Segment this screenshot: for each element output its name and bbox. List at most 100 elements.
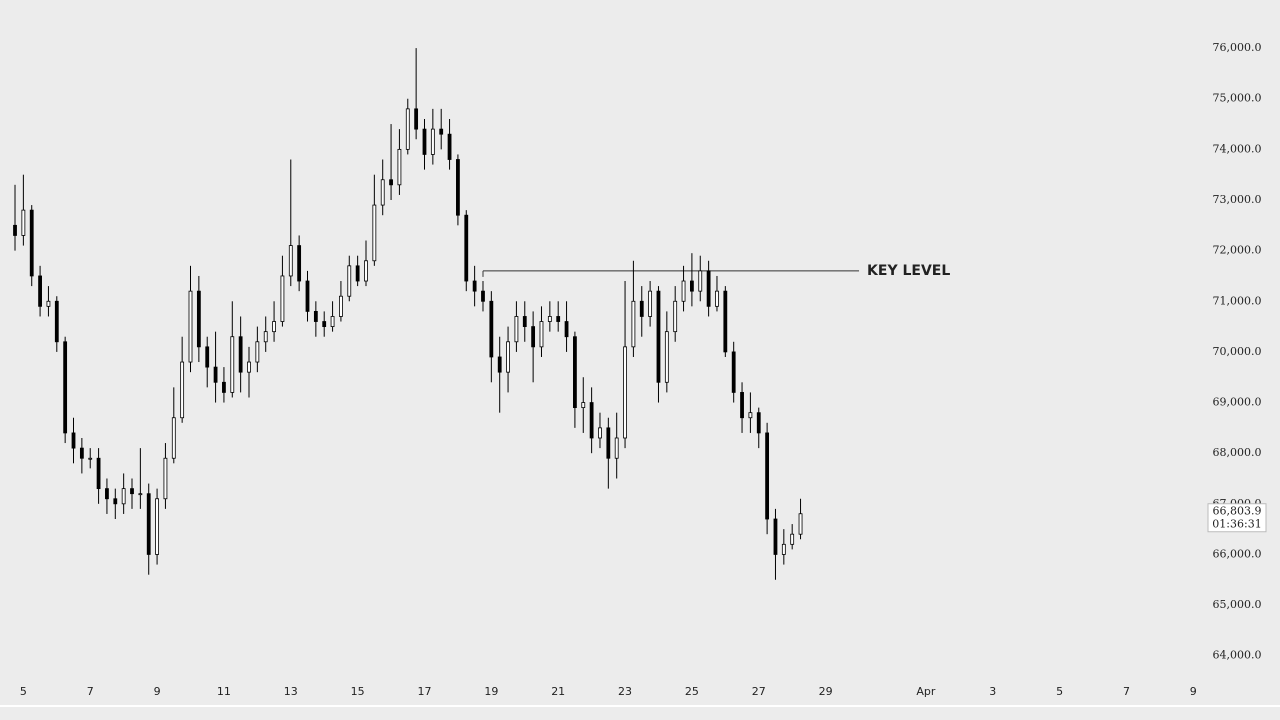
candle-body <box>723 290 728 353</box>
candle-body <box>238 336 243 373</box>
candle-body <box>163 457 168 500</box>
candle-body <box>673 300 678 333</box>
candle-body <box>506 341 510 373</box>
candle-body <box>765 432 770 520</box>
x-tick-label: 7 <box>87 685 94 698</box>
candle-body <box>389 179 393 186</box>
candle-body <box>155 498 159 555</box>
x-tick-label: 29 <box>819 685 833 698</box>
y-tick-label: 68,000.0 <box>1213 446 1262 459</box>
countdown: 01:36:31 <box>1212 518 1261 531</box>
candle-body <box>497 356 502 373</box>
candle-body <box>364 260 368 282</box>
candle-body <box>38 275 42 307</box>
candle-body <box>756 412 761 434</box>
candle-body <box>556 316 561 322</box>
candle-body <box>539 321 544 348</box>
x-tick-label: 5 <box>20 685 27 698</box>
x-tick-label: 19 <box>484 685 498 698</box>
y-tick-label: 72,000.0 <box>1213 244 1262 257</box>
candle-body <box>222 381 226 393</box>
key-level-label: KEY LEVEL <box>867 263 950 279</box>
y-tick-label: 74,000.0 <box>1213 142 1262 155</box>
candle-body <box>589 402 594 439</box>
candle-body <box>180 361 185 419</box>
candle-body <box>13 224 17 236</box>
candle-body <box>138 493 143 496</box>
y-tick-label: 64,000.0 <box>1213 649 1262 662</box>
candle-body <box>731 351 736 393</box>
x-tick-label: 9 <box>154 685 161 698</box>
y-tick-label: 73,000.0 <box>1213 193 1262 206</box>
candle-body <box>21 209 26 236</box>
candle-body <box>439 128 444 135</box>
candle-body <box>171 417 176 459</box>
price-label-box <box>1207 503 1267 533</box>
candle-body <box>255 341 260 363</box>
candle-body <box>514 316 519 343</box>
candle-body <box>598 427 602 439</box>
candle-body <box>263 331 268 343</box>
candle-body <box>648 290 653 317</box>
candle-body <box>46 300 51 307</box>
candle-body <box>631 300 636 348</box>
candle-body <box>54 300 59 343</box>
candle-body <box>305 280 310 312</box>
y-tick-label: 65,000.0 <box>1213 598 1262 611</box>
candle-body <box>272 321 276 333</box>
candle-body <box>213 366 218 383</box>
candle-body <box>339 295 343 317</box>
candle-body <box>121 488 126 505</box>
x-tick-label: 17 <box>417 685 431 698</box>
candle-body <box>414 108 419 130</box>
x-tick-label: 5 <box>1056 685 1063 698</box>
y-tick-label: 76,000.0 <box>1213 41 1262 54</box>
y-tick-label: 71,000.0 <box>1213 294 1262 307</box>
candle-body <box>706 270 711 307</box>
candle-body <box>522 316 527 327</box>
candle-body <box>748 412 753 419</box>
candle-body <box>447 133 452 160</box>
candle-body <box>664 331 669 383</box>
candle-body <box>372 204 377 262</box>
candle-body <box>456 159 460 216</box>
candle-body <box>347 265 352 297</box>
candle-body <box>547 316 552 322</box>
candle-body <box>130 488 134 495</box>
candle-body <box>639 300 644 317</box>
candle-body <box>790 533 795 545</box>
candle-body <box>481 290 485 302</box>
candle-body <box>113 498 118 505</box>
candle-body <box>79 447 84 459</box>
candle-body <box>230 336 235 393</box>
x-tick-label: 23 <box>618 685 632 698</box>
x-tick-label: 7 <box>1123 685 1130 698</box>
candle-body <box>698 270 703 292</box>
candle-body <box>531 326 536 348</box>
candle-body <box>397 148 402 186</box>
candle-body <box>205 346 210 368</box>
candle-body <box>740 392 744 419</box>
candle-body <box>422 128 427 155</box>
candle-body <box>146 493 151 555</box>
candle-body <box>623 346 627 439</box>
x-tick-label: 9 <box>1190 685 1197 698</box>
candle-body <box>105 488 109 500</box>
price-label: 66,803.9 <box>1213 505 1262 518</box>
candle-body <box>196 290 201 348</box>
candle-body <box>355 265 360 282</box>
y-tick-label: 69,000.0 <box>1213 396 1262 409</box>
candle-body <box>247 361 251 373</box>
candle-body <box>681 280 686 302</box>
candle-body <box>781 543 786 555</box>
candle-body <box>322 321 327 327</box>
x-tick-label: 13 <box>284 685 298 698</box>
candle-body <box>188 290 193 363</box>
candle-body <box>96 457 101 490</box>
candle-body <box>573 336 577 409</box>
x-tick-label: 25 <box>685 685 699 698</box>
candle-body <box>606 427 611 459</box>
